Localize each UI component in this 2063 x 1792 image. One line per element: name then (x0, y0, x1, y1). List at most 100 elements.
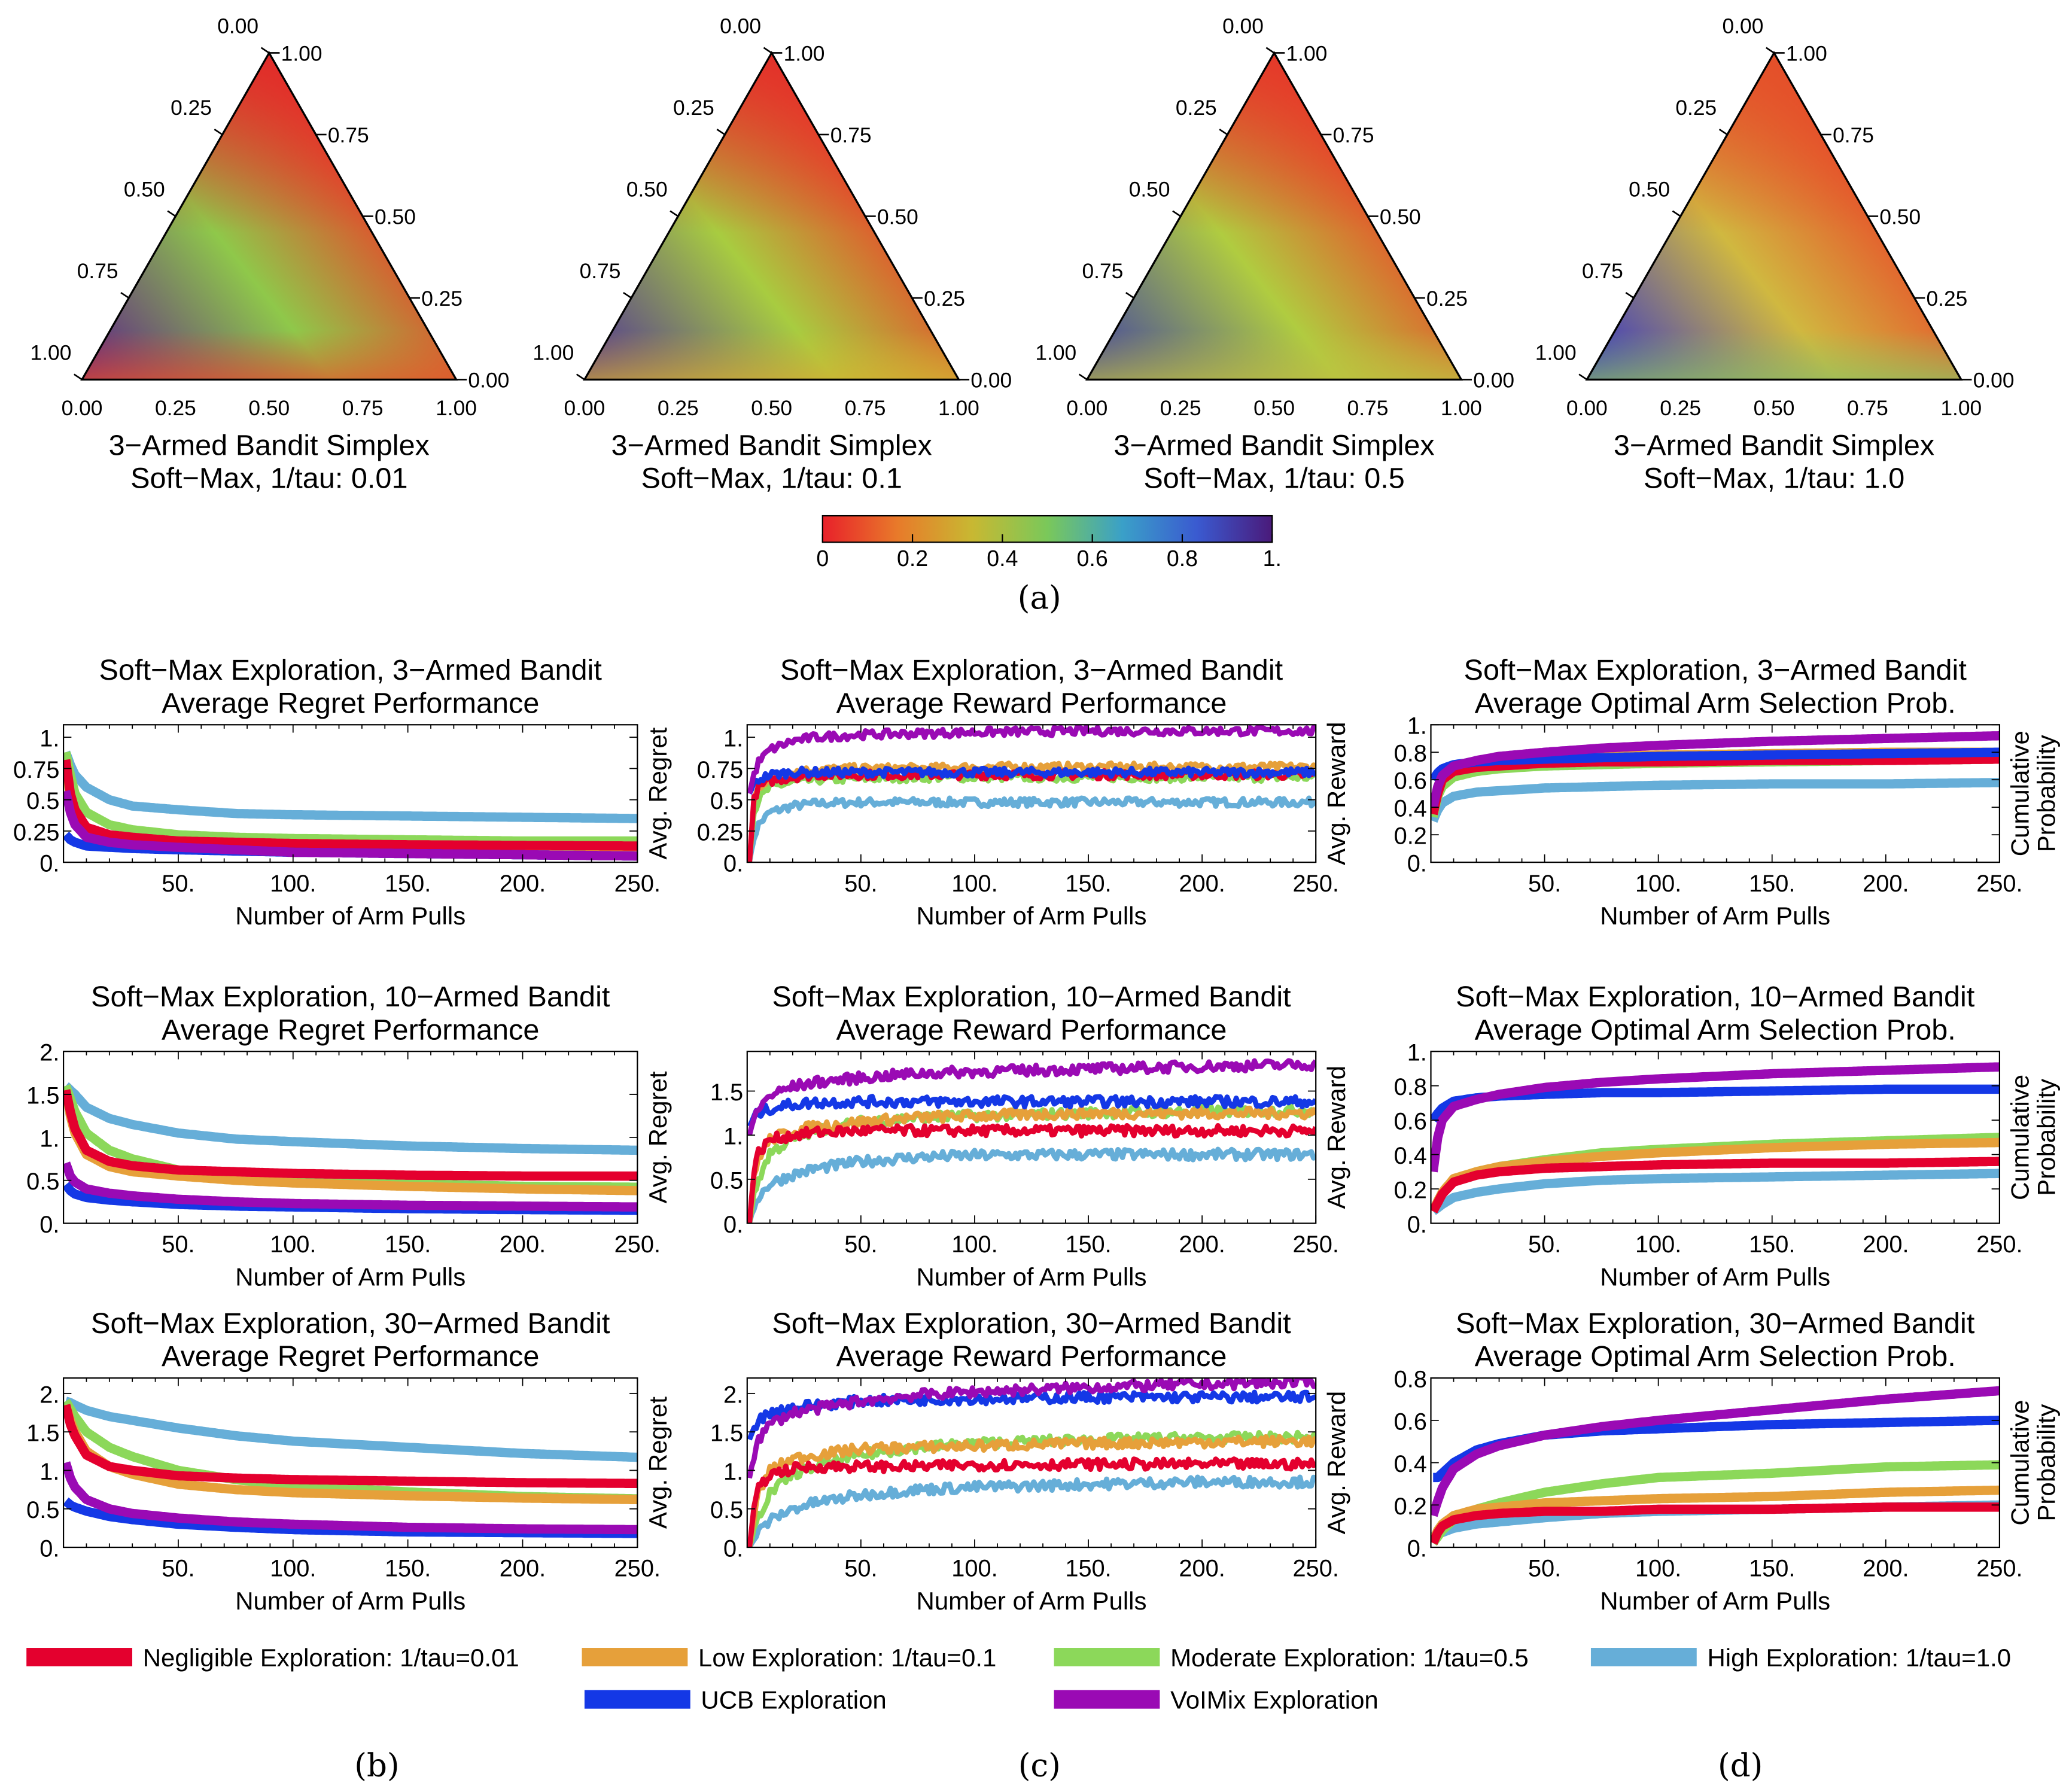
simplex-bottom-tick: 1.00 (1940, 397, 1982, 420)
simplex-right-tick: 0.25 (1426, 287, 1468, 311)
x-axis-label: Number of Arm Pulls (235, 1262, 465, 1291)
simplex-right-tick: 0.75 (1333, 124, 1374, 147)
y-tick-label: 0.4 (1394, 1451, 1427, 1477)
x-tick-label: 250. (614, 871, 661, 897)
simplex-right-tick: 0.50 (1380, 206, 1421, 229)
series-line-negligible (747, 768, 1316, 863)
y-axis-label: Avg. Regret (644, 1071, 672, 1203)
y-tick-label: 1. (39, 1459, 59, 1485)
simplex-right-tick: 1.00 (281, 42, 322, 66)
series-line-low (1431, 1137, 2000, 1213)
simplex-panel: 0.00 0.25 0.50 0.75 1.00 1.00 0.75 0.50 0.25 0.00… (1535, 14, 2015, 494)
plot-frame (746, 1051, 1317, 1224)
chart-1-1: Soft−Max Exploration, 3−Armed BanditAver… (13, 654, 672, 930)
colorbar-tick-label: 0.4 (987, 546, 1018, 571)
simplex-left-tickmark (623, 291, 632, 299)
x-tick-label: 50. (844, 1231, 877, 1258)
series-line-voimix (747, 725, 1316, 795)
series-lines (747, 725, 1316, 863)
simplex-left-tick: 0.25 (1176, 96, 1217, 120)
simplex-left-tick: 0.00 (1222, 14, 1264, 38)
y-tick-label: 0.6 (1394, 1109, 1427, 1135)
simplex-left-tickmark (214, 129, 223, 136)
x-tick-label: 150. (1749, 871, 1795, 897)
simplex-left-tick: 1.00 (533, 341, 574, 364)
legend-swatch (1054, 1648, 1160, 1666)
x-tick-label: 200. (1179, 871, 1225, 897)
legend-label: Negligible Exploration: 1/tau=0.01 (143, 1644, 519, 1672)
chart-1-3: Soft−Max Exploration, 3−Armed BanditAver… (1394, 654, 2061, 930)
series-lines (747, 1378, 1316, 1548)
x-tick-label: 50. (162, 1231, 194, 1258)
series-line-low (63, 1089, 638, 1195)
y-tick-label: 0.8 (1394, 1367, 1427, 1393)
y-tick-label: 2. (723, 1382, 743, 1408)
simplex-right-tick: 1.00 (1786, 42, 1827, 66)
series-line-high (1431, 1169, 2000, 1215)
series-line-voimix (747, 1058, 1316, 1136)
simplex-right-tick: 0.50 (877, 206, 918, 229)
y-axis-label: Avg. Reward (1322, 1391, 1350, 1535)
chart-1-2: Soft−Max Exploration, 3−Armed BanditAver… (697, 654, 1350, 930)
x-tick-label: 200. (1179, 1556, 1225, 1582)
x-tick-label: 50. (1528, 871, 1561, 897)
simplex-left-tickmark (1718, 129, 1728, 136)
simplex-shade-bottom (82, 53, 457, 380)
series-line-ucb (747, 1094, 1316, 1128)
y-tick-label: 0.5 (26, 1497, 59, 1523)
simplex-bottom-tick: 0.75 (342, 397, 384, 420)
x-tick-label: 250. (1293, 871, 1339, 897)
simplex-left-tickmark (763, 47, 772, 54)
series-line-low (747, 1434, 1316, 1548)
x-tick-label: 200. (500, 871, 546, 897)
y-tick-label: 0.6 (1394, 1408, 1427, 1435)
y-tick-label: 0.75 (697, 757, 743, 783)
series-lines (1431, 1062, 2000, 1215)
chart-title: Soft−Max Exploration, 3−Armed Bandit (780, 654, 1283, 686)
y-tick-label: 1.5 (710, 1420, 743, 1447)
simplex-left-tickmark (576, 373, 585, 381)
simplex-bottom-tick: 0.50 (1253, 397, 1295, 420)
legend-item-low: Low Exploration: 1/tau=0.1 (582, 1644, 996, 1672)
series-line-moderate (1431, 1460, 2000, 1546)
series-lines (747, 1058, 1316, 1224)
y-tick-label: 1.5 (26, 1083, 59, 1109)
chart-title: Soft−Max Exploration, 30−Armed Bandit (91, 1307, 610, 1340)
y-tick-label: 0.5 (710, 1167, 743, 1194)
simplex-subtitle: Soft−Max, 1/tau: 0.5 (1143, 463, 1404, 495)
legend-label: Low Exploration: 1/tau=0.1 (698, 1644, 996, 1672)
simplex-left-tickmark (1219, 129, 1228, 136)
x-tick-label: 100. (951, 1556, 997, 1582)
plot-frame (1430, 1051, 2001, 1224)
simplex-left-tick: 0.00 (217, 14, 258, 38)
simplex-bottom-tick: 0.75 (845, 397, 886, 420)
y-tick-label: 0. (1407, 851, 1427, 877)
panel-label-b: (b) (354, 1747, 399, 1784)
simplex-left-tick: 0.50 (124, 178, 165, 201)
simplex-left-tickmark (1766, 47, 1775, 54)
y-tick-label: 1. (723, 726, 743, 752)
simplex-right-tick: 0.25 (924, 287, 965, 311)
colorbar-gradient (821, 515, 1273, 543)
x-axis-label: Number of Arm Pulls (235, 1587, 465, 1615)
x-tick-label: 250. (1976, 871, 2022, 897)
simplex-left-tick: 0.00 (720, 14, 761, 38)
simplex-left-tickmark (260, 47, 270, 54)
simplex-panels: 0.00 0.25 0.50 0.75 1.00 1.00 0.75 0.50 0.25 0.00… (31, 14, 2015, 494)
simplex-left-tick: 0.25 (673, 96, 714, 120)
y-tick-label: 1. (723, 1459, 743, 1485)
y-axis-label: Probability (2032, 735, 2061, 852)
simplex-bottom-tick: 1.00 (938, 397, 979, 420)
simplex-left-tick: 0.00 (1723, 14, 1764, 38)
colorbar-tick-label: 0 (816, 546, 829, 571)
simplex-bottom-tick: 0.25 (155, 397, 196, 420)
legend-label: UCB Exploration (701, 1686, 886, 1714)
y-axis-label: Avg. Reward (1322, 722, 1350, 865)
x-tick-label: 200. (500, 1231, 546, 1258)
x-axis-label: Number of Arm Pulls (1600, 1587, 1830, 1615)
y-tick-label: 1. (1407, 1040, 1427, 1066)
simplex-bottom-tick: 0.00 (62, 397, 103, 420)
y-axis-label: Cumulative (2006, 1400, 2034, 1526)
x-tick-label: 100. (270, 871, 316, 897)
